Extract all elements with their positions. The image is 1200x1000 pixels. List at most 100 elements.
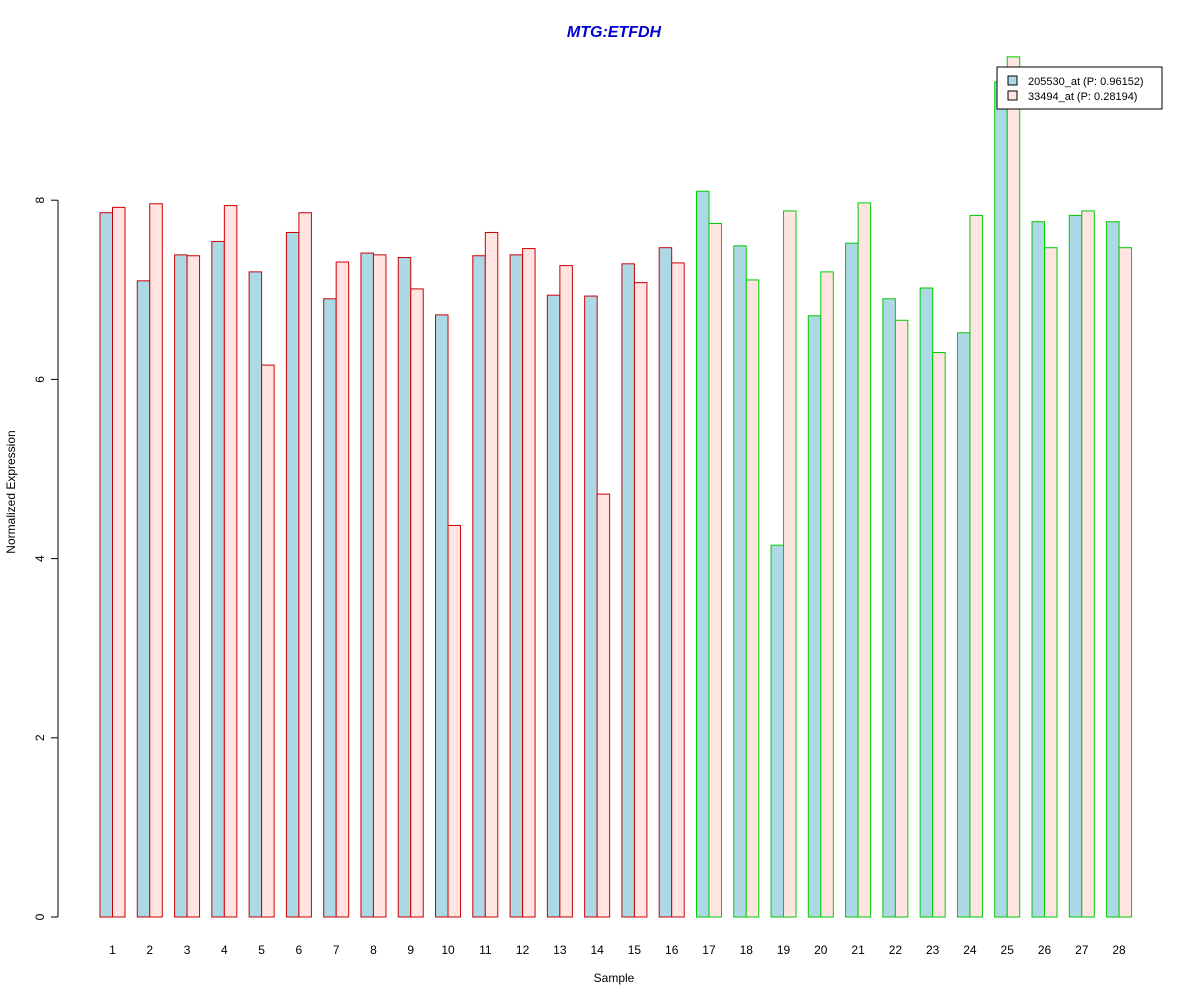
y-tick-label: 4 xyxy=(33,555,47,562)
x-axis-label: Sample xyxy=(594,971,635,985)
bar-a-sample-24 xyxy=(956,332,971,918)
x-tick-label: 19 xyxy=(777,943,791,957)
bar-b-sample-10 xyxy=(447,524,462,918)
bar-b-sample-8 xyxy=(372,254,387,918)
bar-a-sample-16 xyxy=(658,247,673,918)
bar-a-sample-26 xyxy=(1031,221,1045,918)
bar-a-sample-2 xyxy=(136,280,151,918)
x-tick-label: 22 xyxy=(889,943,903,957)
x-tick-label: 27 xyxy=(1075,943,1089,957)
bar-a-sample-6 xyxy=(285,231,300,918)
x-tick-label: 11 xyxy=(479,943,492,957)
bar-a-sample-1 xyxy=(99,212,113,918)
x-tick-label: 17 xyxy=(702,943,716,957)
x-tick-label: 14 xyxy=(590,943,604,957)
bar-b-sample-6 xyxy=(298,212,312,918)
bar-a-sample-17 xyxy=(695,190,710,918)
bar-b-sample-3 xyxy=(186,255,201,918)
legend: 205530_at (P: 0.96152) 33494_at (P: 0.281… xyxy=(996,66,1163,110)
x-tick-label: 12 xyxy=(516,943,530,957)
bar-a-sample-21 xyxy=(845,242,859,918)
bar-a-sample-7 xyxy=(323,298,337,918)
bar-b-sample-24 xyxy=(969,214,983,918)
bar-b-sample-4 xyxy=(223,205,238,918)
x-tick-label: 24 xyxy=(963,943,977,957)
x-tick-label: 26 xyxy=(1038,943,1052,957)
y-tick-label: 0 xyxy=(33,913,47,920)
y-tick-label: 8 xyxy=(33,197,47,204)
bar-a-sample-9 xyxy=(397,257,412,918)
chart-title: MTG:ETFDH xyxy=(567,24,662,41)
bar-b-sample-27 xyxy=(1081,210,1095,918)
x-tick-label: 2 xyxy=(146,943,153,957)
bar-a-sample-12 xyxy=(509,254,524,918)
bar-b-sample-28 xyxy=(1118,247,1133,918)
bar-a-sample-20 xyxy=(807,315,822,918)
bar-b-sample-23 xyxy=(932,352,946,918)
bar-b-sample-25 xyxy=(1006,56,1021,918)
bars-group xyxy=(99,56,1133,918)
bar-a-sample-18 xyxy=(733,245,747,918)
bar-b-sample-16 xyxy=(671,262,685,918)
legend-swatch xyxy=(1007,75,1018,86)
y-tick-label: 6 xyxy=(33,376,47,383)
bar-a-sample-4 xyxy=(211,240,225,918)
legend-swatch xyxy=(1007,90,1018,101)
x-tick-label: 5 xyxy=(258,943,265,957)
bar-b-sample-9 xyxy=(410,288,424,918)
x-tick-label: 3 xyxy=(184,943,191,957)
bar-a-sample-8 xyxy=(360,252,374,918)
bar-b-sample-1 xyxy=(112,206,126,918)
bar-a-sample-13 xyxy=(546,294,561,918)
bar-a-sample-28 xyxy=(1106,221,1120,918)
bar-b-sample-5 xyxy=(261,364,275,918)
bar-a-sample-11 xyxy=(472,255,486,918)
bar-b-sample-12 xyxy=(522,248,536,918)
bar-a-sample-19 xyxy=(770,544,785,918)
x-tick-label: 8 xyxy=(370,943,377,957)
bar-b-sample-13 xyxy=(559,265,573,918)
bar-b-sample-11 xyxy=(484,231,499,918)
x-tick-label: 28 xyxy=(1112,943,1126,957)
bar-b-sample-26 xyxy=(1044,247,1058,918)
x-tick-label: 9 xyxy=(407,943,414,957)
x-tick-label: 10 xyxy=(441,943,455,957)
bar-b-sample-15 xyxy=(633,282,648,918)
bar-b-sample-19 xyxy=(783,210,797,918)
bar-b-sample-20 xyxy=(820,271,834,918)
bar-b-sample-7 xyxy=(335,261,350,918)
x-tick-label: 21 xyxy=(851,943,865,957)
bar-a-sample-10 xyxy=(435,314,449,918)
x-tick-label: 6 xyxy=(296,943,303,957)
bar-b-sample-14 xyxy=(596,493,611,918)
bar-b-sample-21 xyxy=(857,202,872,918)
bar-a-sample-27 xyxy=(1068,214,1083,918)
bar-a-sample-15 xyxy=(621,263,635,918)
y-axis-label: Normalized Expression xyxy=(4,430,18,553)
bar-b-sample-18 xyxy=(745,279,760,918)
y-tick-label: 2 xyxy=(33,734,47,741)
y-axis: 0 2 4 6 8 xyxy=(33,197,59,920)
bar-b-sample-2 xyxy=(149,203,163,918)
bar-a-sample-3 xyxy=(174,254,188,918)
x-tick-label: 20 xyxy=(814,943,828,957)
bar-b-sample-17 xyxy=(708,222,722,918)
legend-label: 33494_at (P: 0.28194) xyxy=(1028,91,1137,103)
x-tick-label: 23 xyxy=(926,943,940,957)
x-tick-label: 25 xyxy=(1001,943,1015,957)
bar-b-sample-22 xyxy=(894,319,909,918)
legend-box xyxy=(996,66,1163,110)
x-tick-label: 1 xyxy=(109,943,116,957)
x-tick-label: 18 xyxy=(740,943,754,957)
bar-a-sample-5 xyxy=(248,271,263,918)
x-tick-label: 7 xyxy=(333,943,340,957)
x-tick-labels: 1 2 3 4 5 6 7 8 9 10 11 12 13 14 15 16 17 18 19 20 21 22 23 24 2… xyxy=(109,943,1126,957)
x-tick-label: 13 xyxy=(553,943,567,957)
bar-a-sample-23 xyxy=(919,287,934,918)
x-tick-label: 4 xyxy=(221,943,228,957)
bar-a-sample-22 xyxy=(882,298,896,918)
x-tick-label: 15 xyxy=(628,943,642,957)
x-tick-label: 16 xyxy=(665,943,679,957)
bar-a-sample-25 xyxy=(994,81,1008,918)
